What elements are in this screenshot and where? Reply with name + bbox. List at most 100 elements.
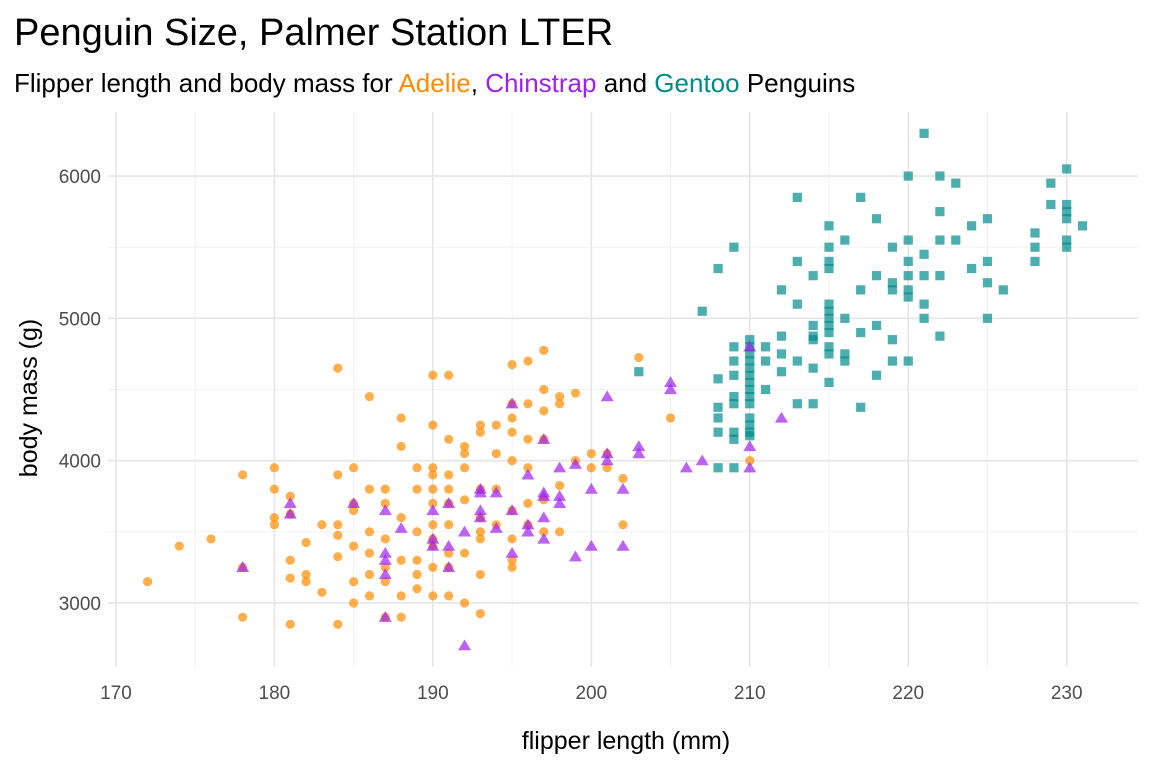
point-adelie	[364, 392, 375, 402]
subtitle-prefix: Flipper length and body mass for	[14, 68, 399, 98]
point-gentoo	[967, 263, 977, 274]
point-adelie	[412, 569, 422, 580]
point-adelie	[364, 527, 375, 537]
point-adelie	[523, 434, 533, 444]
point-chinstrap	[442, 561, 456, 573]
point-gentoo	[919, 313, 929, 323]
point-adelie	[539, 406, 549, 416]
point-adelie	[143, 577, 153, 587]
point-gentoo	[919, 271, 929, 281]
point-adelie	[285, 491, 295, 501]
point-adelie	[380, 562, 390, 572]
point-adelie	[349, 577, 359, 587]
point-chinstrap	[473, 511, 487, 523]
point-gentoo	[745, 420, 755, 430]
point-chinstrap	[600, 447, 614, 459]
x-tick-label: 210	[734, 683, 766, 704]
subtitle-sep-1: ,	[470, 68, 486, 98]
y-axis-ticks: 3000 4000 5000 6000	[59, 167, 101, 615]
point-chinstrap	[489, 522, 503, 533]
point-chinstrap	[442, 497, 456, 508]
point-gentoo	[887, 278, 897, 288]
y-axis-title: body mass (g)	[15, 319, 43, 477]
point-adelie	[428, 370, 438, 380]
point-adelie	[539, 345, 549, 355]
point-gentoo	[729, 370, 739, 380]
point-adelie	[602, 463, 612, 473]
point-adelie	[349, 598, 359, 608]
y-tick-label: 3000	[59, 594, 101, 615]
point-gentoo	[871, 214, 882, 224]
point-adelie	[412, 463, 422, 473]
point-chinstrap	[568, 458, 582, 469]
point-adelie	[570, 388, 581, 398]
point-gentoo	[824, 377, 834, 387]
point-gentoo	[840, 313, 850, 323]
point-adelie	[364, 591, 375, 601]
point-chinstrap	[553, 497, 567, 508]
point-adelie	[459, 495, 470, 505]
point-chinstrap	[473, 486, 487, 498]
point-adelie	[665, 413, 676, 423]
point-adelie	[507, 456, 517, 466]
chart-subtitle: Flipper length and body mass for Adelie,…	[14, 66, 855, 100]
point-gentoo	[903, 256, 913, 267]
point-adelie	[523, 498, 533, 508]
x-tick-label: 230	[1051, 683, 1083, 704]
point-gentoo	[1046, 178, 1056, 188]
point-gentoo	[919, 299, 929, 309]
point-gentoo	[1062, 235, 1072, 245]
series-adelie	[143, 345, 755, 629]
point-gentoo	[729, 356, 739, 366]
point-gentoo	[808, 363, 818, 373]
point-gentoo	[745, 399, 755, 409]
point-adelie	[475, 420, 485, 430]
point-gentoo	[1030, 228, 1040, 238]
point-adelie	[333, 619, 343, 629]
x-tick-label: 220	[892, 683, 924, 704]
point-gentoo	[1077, 221, 1088, 231]
point-chinstrap	[537, 490, 551, 501]
point-gentoo	[713, 427, 723, 437]
point-gentoo	[824, 320, 834, 331]
point-adelie	[444, 520, 454, 530]
point-gentoo	[887, 242, 897, 252]
point-adelie	[396, 555, 406, 565]
point-gentoo	[982, 313, 993, 323]
point-adelie	[459, 463, 470, 473]
point-chinstrap	[521, 468, 535, 480]
point-gentoo	[903, 271, 913, 281]
point-chinstrap	[378, 610, 392, 622]
point-gentoo	[887, 356, 897, 366]
point-chinstrap	[664, 376, 678, 388]
point-chinstrap	[505, 504, 519, 516]
point-gentoo	[808, 271, 818, 281]
point-adelie	[349, 541, 359, 551]
point-adelie	[428, 470, 438, 480]
point-gentoo	[903, 285, 913, 295]
point-gentoo	[903, 235, 913, 245]
point-gentoo	[824, 313, 834, 323]
point-adelie	[444, 591, 454, 601]
point-chinstrap	[458, 639, 472, 651]
y-tick-label: 4000	[59, 452, 101, 473]
point-adelie	[555, 480, 565, 491]
point-gentoo	[761, 384, 771, 395]
point-adelie	[555, 392, 565, 402]
point-adelie	[475, 427, 485, 437]
point-adelie	[285, 619, 295, 629]
point-chinstrap	[553, 461, 567, 473]
point-adelie	[491, 448, 501, 459]
point-chinstrap	[521, 518, 535, 530]
point-adelie	[269, 512, 279, 523]
point-gentoo	[792, 256, 802, 267]
point-adelie	[396, 413, 406, 423]
point-chinstrap	[426, 539, 440, 551]
x-tick-label: 190	[417, 683, 449, 704]
point-gentoo	[935, 331, 945, 341]
point-chinstrap	[616, 539, 630, 551]
point-gentoo	[903, 356, 913, 366]
point-adelie	[238, 612, 248, 622]
point-gentoo	[713, 374, 723, 384]
